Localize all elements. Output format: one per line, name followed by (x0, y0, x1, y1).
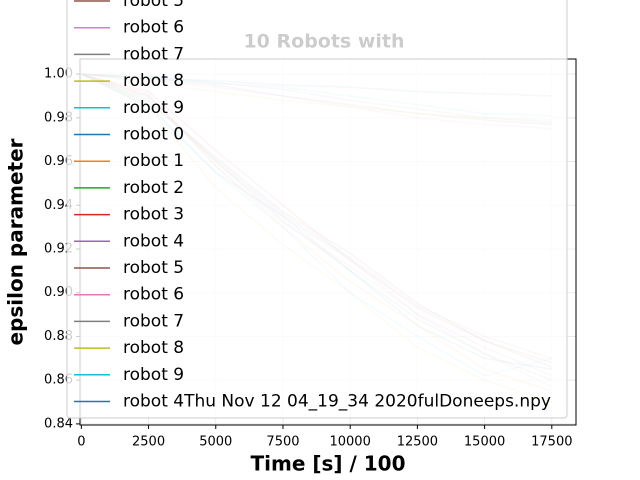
x-axis-label: Time [s] / 100 (250, 452, 405, 476)
x-tick-label: 12500 (397, 435, 438, 450)
legend-label: robot 4Thu Nov 12 04_19_34 2020fulDoneep… (123, 392, 551, 412)
y-tick-label: 0.92 (44, 241, 73, 256)
legend-label: robot 9 (123, 365, 184, 385)
x-tick-label: 0 (77, 435, 85, 450)
y-tick-label: 0.90 (44, 285, 73, 300)
x-tick-label: 5000 (199, 435, 232, 450)
axes: 0 2500 5000 7500 10000 12500 15000 17500 0.84 0.8… (44, 58, 577, 450)
legend-label: robot 8 (123, 71, 184, 91)
y-axis-label: epsilon parameter (4, 138, 28, 345)
y-tick-label: 1.00 (44, 67, 73, 82)
legend-label: robot 7 (123, 44, 184, 64)
legend-label: robot 8 (123, 338, 184, 358)
x-tick-label: 10000 (329, 435, 370, 450)
legend-box (66, 0, 568, 419)
x-tick-label: 15000 (464, 435, 505, 450)
legend-label: robot 5 (123, 258, 184, 278)
legend-label: robot 7 (123, 311, 184, 331)
legend-label: robot 5 (123, 0, 184, 11)
legend-label: robot 2 (123, 178, 184, 198)
legend-label: robot 9 (123, 98, 184, 118)
y-tick-label: 0.94 (44, 198, 73, 213)
legend: robot 5 robot 6 robot 7 robot 8 robot 9 robot… (66, 0, 568, 419)
y-tick-label: 0.84 (44, 416, 73, 431)
legend-label: robot 6 (123, 18, 184, 38)
legend-label: robot 0 (123, 125, 184, 145)
y-tick-label: 0.88 (44, 329, 73, 344)
legend-label: robot 3 (123, 205, 184, 225)
legend-label: robot 4 (123, 231, 184, 251)
x-tick-label: 7500 (266, 435, 299, 450)
y-tick-label: 0.96 (44, 154, 73, 169)
y-tick-label: 0.86 (44, 373, 73, 388)
legend-label: robot 1 (123, 151, 184, 171)
x-tick-label: 2500 (132, 435, 165, 450)
y-tick-label: 0.98 (44, 110, 73, 125)
legend-label: robot 6 (123, 285, 184, 305)
x-tick-label: 17500 (531, 435, 572, 450)
